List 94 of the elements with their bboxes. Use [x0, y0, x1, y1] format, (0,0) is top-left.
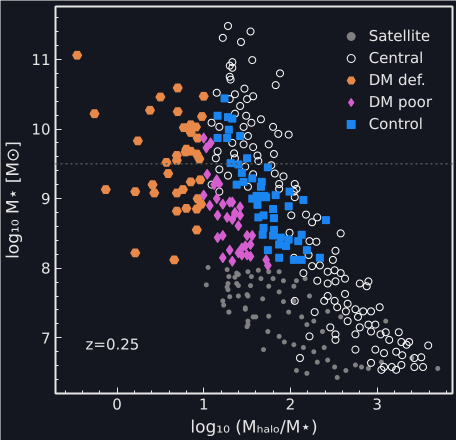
point: [282, 242, 290, 250]
legend-label: Satellite: [368, 27, 430, 45]
point: [269, 205, 278, 214]
point: [195, 175, 206, 184]
point: [212, 193, 221, 204]
x-tick-label: 0: [112, 396, 122, 414]
point: [172, 107, 183, 116]
point: [192, 134, 203, 142]
point: [161, 158, 172, 167]
point: [132, 136, 143, 146]
point: [218, 252, 227, 264]
point: [220, 94, 229, 102]
point: [202, 142, 210, 154]
point: [206, 200, 214, 212]
point: [232, 180, 241, 189]
point: [243, 230, 251, 241]
point: [270, 214, 278, 222]
point: [284, 202, 293, 210]
point: [302, 246, 311, 254]
point: [192, 226, 202, 234]
point: [181, 204, 192, 213]
point: [178, 185, 188, 194]
point: [90, 109, 100, 118]
y-axis-title: log₁₀ M⋆ [M⊙]: [3, 141, 24, 259]
point: [178, 123, 189, 132]
point: [100, 185, 111, 194]
x-axis-title: log₁₀ (Mₕₐₗₒ/M⋆): [190, 418, 318, 438]
point: [286, 188, 294, 196]
point: [264, 246, 272, 254]
x-tick-label: 3: [372, 396, 382, 414]
point: [214, 134, 222, 142]
legend-label: DM poor: [368, 93, 432, 111]
y-tick-label: 7: [40, 329, 51, 348]
point: [172, 84, 183, 92]
legend-label: DM def.: [368, 71, 426, 89]
point: [214, 112, 222, 120]
y-tick-label: 11: [31, 50, 51, 69]
point: [223, 134, 232, 142]
point: [196, 112, 207, 121]
point: [228, 114, 236, 123]
point: [269, 232, 278, 240]
point: [316, 254, 324, 262]
point: [196, 200, 206, 209]
point: [144, 106, 155, 115]
legend-label: Central: [368, 49, 424, 67]
point: [186, 178, 196, 186]
point: [236, 132, 244, 140]
point: [299, 196, 308, 204]
point: [198, 92, 209, 101]
point: [200, 190, 208, 201]
point: [163, 169, 174, 178]
legend-label: Control: [368, 115, 423, 133]
point: [226, 244, 234, 256]
point: [130, 187, 140, 196]
point: [260, 211, 268, 220]
point: [258, 230, 267, 239]
point: [148, 180, 158, 190]
y-tick-label: 8: [40, 260, 51, 278]
point: [248, 230, 256, 241]
point: [169, 255, 180, 264]
point: [224, 126, 233, 134]
point: [298, 256, 306, 264]
y-tick-label: 10: [31, 120, 51, 139]
point: [253, 200, 262, 209]
point: [172, 206, 182, 216]
point: [194, 154, 204, 164]
y-tick-label: 9: [40, 190, 51, 208]
point: [130, 248, 140, 258]
point: [275, 254, 284, 262]
point: [243, 154, 252, 162]
point: [256, 182, 265, 191]
point: [149, 188, 160, 198]
point: [240, 178, 248, 186]
point: [226, 159, 235, 168]
point: [200, 132, 208, 144]
point: [322, 216, 330, 224]
point: [228, 256, 236, 267]
point: [260, 224, 268, 232]
point: [238, 168, 246, 177]
annotation: z=0.25: [86, 336, 140, 354]
point: [275, 240, 284, 249]
point: [264, 163, 272, 172]
point: [186, 128, 196, 137]
point: [272, 191, 280, 200]
point: [218, 230, 227, 241]
x-tick-label: 2: [286, 396, 296, 414]
x-tick-label: 1: [198, 396, 208, 414]
point: [203, 168, 212, 180]
point: [228, 214, 236, 225]
point: [218, 198, 227, 210]
point: [72, 50, 82, 60]
point: [298, 230, 306, 239]
point: [248, 174, 256, 182]
point: [155, 92, 166, 102]
